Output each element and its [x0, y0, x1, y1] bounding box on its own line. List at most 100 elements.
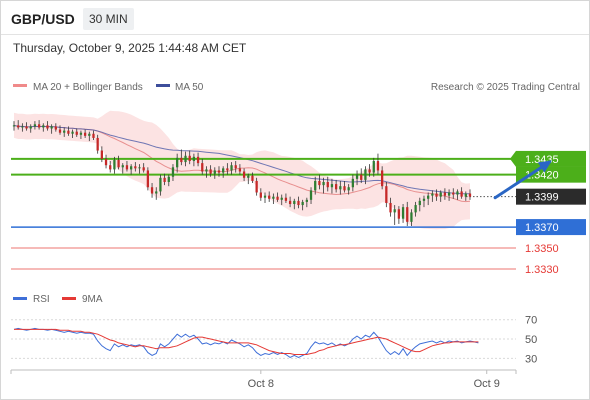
candle — [184, 151, 187, 167]
candle — [464, 191, 467, 201]
candle — [435, 189, 438, 201]
candle-body — [284, 197, 288, 201]
candle-body — [192, 156, 196, 162]
level-tag-1.3420 — [516, 166, 586, 183]
candle — [288, 196, 292, 208]
candle-body — [138, 167, 141, 169]
time-tick-label: Oct 9 — [474, 378, 500, 390]
candle — [75, 128, 78, 137]
candle — [238, 164, 242, 175]
candle-body — [12, 125, 16, 127]
rsi-legend-swatch — [13, 297, 27, 300]
candle — [67, 126, 70, 136]
candle-body — [58, 129, 62, 133]
candle-body — [351, 178, 355, 188]
candle — [268, 191, 271, 202]
rsi-panel: 70 50 30 — [11, 315, 537, 365]
candle-body — [33, 124, 37, 127]
candle-body — [439, 192, 442, 197]
price-legend: MA 20 + Bollinger Bands MA 50 Research ©… — [13, 82, 580, 93]
candle — [188, 150, 191, 165]
candle — [217, 166, 221, 177]
candle-body — [29, 126, 32, 129]
interval-selector[interactable]: 30 MIN — [83, 8, 134, 30]
candle — [393, 205, 396, 225]
candle-body — [447, 192, 451, 196]
candle — [351, 174, 355, 192]
candle-body — [347, 187, 350, 191]
candle — [460, 187, 463, 199]
candle-body — [167, 176, 170, 182]
rsi-tick-70: 70 — [525, 315, 537, 327]
candle — [25, 122, 28, 131]
rsi-tick-30: 30 — [525, 353, 537, 365]
candle-body — [435, 193, 438, 197]
rsi-ma-legend-swatch — [62, 297, 76, 300]
candle-body — [343, 186, 346, 191]
candle-body — [431, 193, 434, 196]
candle — [284, 193, 288, 203]
candle — [46, 121, 49, 131]
candle — [192, 153, 196, 167]
candle — [389, 197, 392, 217]
candle-body — [330, 184, 334, 188]
candle — [146, 167, 150, 191]
candle-body — [339, 186, 342, 190]
candle-body — [42, 125, 45, 128]
candle-body — [226, 168, 229, 171]
candle — [180, 149, 183, 166]
candle-body — [385, 186, 388, 203]
candle — [150, 183, 154, 198]
candle-body — [209, 169, 212, 174]
candle-body — [443, 192, 447, 196]
candle-body — [230, 165, 233, 171]
candle — [439, 190, 442, 202]
candle — [326, 176, 329, 192]
candle — [314, 176, 317, 195]
candle-body — [109, 165, 112, 170]
candle — [276, 192, 279, 202]
candle-body — [460, 191, 463, 197]
candle — [334, 179, 338, 193]
candle-body — [355, 174, 359, 179]
rsi-ma-line — [14, 328, 479, 355]
candle — [109, 161, 112, 173]
candle — [12, 121, 16, 131]
candle-body — [418, 200, 421, 206]
candle-body — [92, 133, 95, 138]
candle — [176, 153, 179, 173]
candle — [272, 193, 275, 205]
candle-body — [456, 191, 459, 195]
candle — [427, 192, 430, 206]
candle — [381, 166, 384, 190]
candle-body — [217, 170, 221, 173]
candle — [37, 120, 41, 130]
candle — [368, 164, 371, 177]
rsi-line — [13, 327, 479, 358]
candle — [54, 123, 57, 132]
candle — [468, 189, 472, 200]
candle-body — [171, 167, 175, 177]
candle-body — [309, 190, 313, 200]
candle — [318, 174, 321, 190]
candle-body — [360, 174, 363, 180]
candle — [42, 123, 45, 132]
candle — [125, 161, 129, 172]
candle-body — [406, 207, 409, 222]
candle — [58, 125, 62, 135]
candle-body — [129, 166, 133, 170]
candle — [222, 166, 225, 178]
candle-body — [322, 181, 325, 186]
candle — [242, 168, 246, 181]
candle-body — [376, 161, 380, 171]
candle-body — [389, 202, 392, 213]
candle-body — [464, 193, 467, 197]
candle — [205, 166, 208, 178]
candle-body — [213, 170, 216, 174]
candle — [138, 164, 141, 174]
candle-body — [104, 158, 108, 166]
candle-body — [393, 209, 396, 213]
last-price-label: 1.3399 — [525, 192, 559, 204]
candle-body — [334, 184, 338, 190]
candle — [21, 123, 24, 132]
